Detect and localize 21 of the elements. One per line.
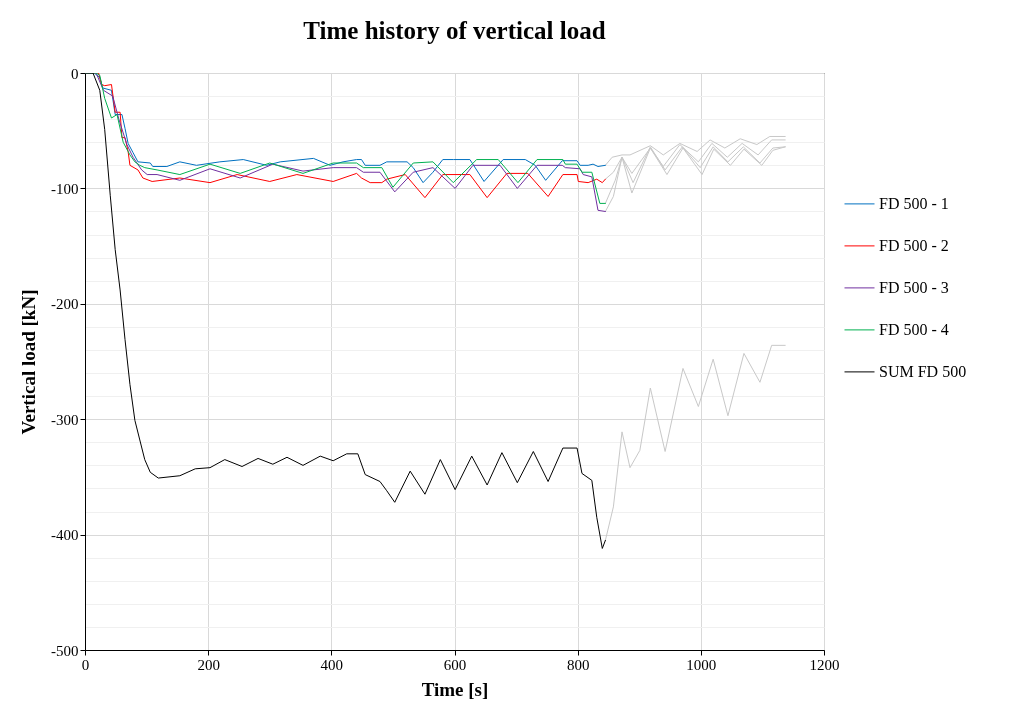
- y-tick-label: -400: [51, 527, 79, 544]
- y-tick-label: -100: [51, 180, 79, 197]
- legend-label: FD 500 - 2: [879, 236, 949, 254]
- x-tick-label: 800: [566, 656, 590, 673]
- legend-label: FD 500 - 4: [879, 320, 949, 338]
- y-axis-title: Vertical load [kN]: [18, 289, 39, 435]
- chart-title: Time history of vertical load: [303, 17, 606, 44]
- legend-label: SUM FD 500: [879, 362, 967, 380]
- legend-label: FD 500 - 1: [879, 194, 949, 212]
- x-tick-label: 0: [81, 656, 90, 673]
- x-tick-label: 1200: [809, 656, 840, 673]
- y-tick-label: -300: [51, 411, 79, 428]
- legend-label: FD 500 - 3: [879, 278, 949, 296]
- x-axis-title: Time [s]: [421, 678, 489, 700]
- x-tick-label: 200: [197, 656, 220, 673]
- y-tick-label: -500: [51, 642, 79, 659]
- x-tick-label: 400: [320, 656, 344, 673]
- y-tick-label: -200: [51, 296, 79, 313]
- x-tick-label: 600: [443, 656, 467, 673]
- x-tick-label: 1000: [686, 656, 717, 673]
- y-tick-label: 0: [71, 65, 79, 82]
